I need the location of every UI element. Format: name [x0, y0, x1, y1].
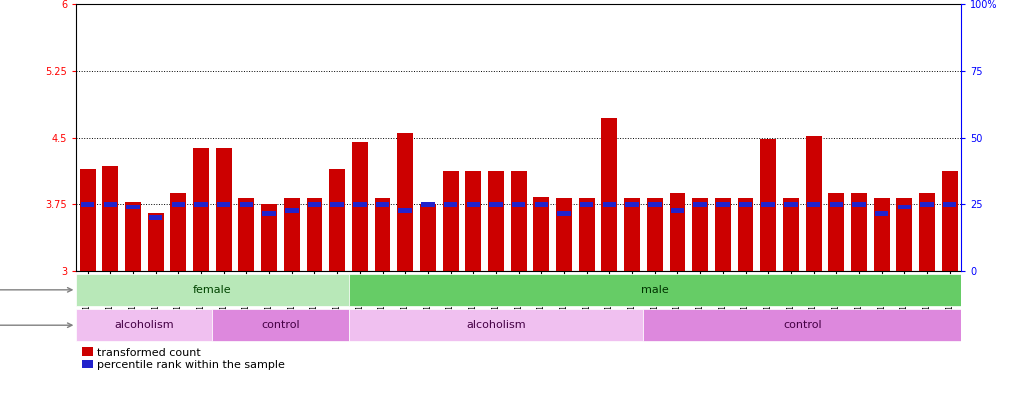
Bar [603, 202, 616, 207]
Bar [81, 202, 95, 207]
Bar [875, 211, 889, 216]
Bar [467, 202, 480, 207]
Bar [466, 171, 481, 271]
Bar [284, 198, 300, 271]
Bar [648, 202, 661, 207]
Bar [308, 202, 321, 207]
Bar [421, 202, 434, 207]
Bar [693, 198, 708, 271]
Bar [103, 166, 118, 271]
Bar [805, 136, 822, 271]
Bar [830, 202, 843, 207]
Bar [376, 202, 390, 207]
Bar [216, 148, 232, 271]
Bar [262, 211, 276, 216]
Bar [306, 198, 322, 271]
Bar [535, 202, 548, 207]
Bar [442, 171, 459, 271]
Bar [556, 198, 572, 271]
Bar [331, 202, 344, 207]
Bar [76, 274, 349, 306]
Bar [238, 198, 254, 271]
Bar [489, 202, 502, 207]
Bar [511, 171, 527, 271]
Bar [349, 274, 961, 306]
Bar [398, 133, 413, 271]
Bar [217, 202, 231, 207]
Bar [738, 202, 753, 207]
Bar [533, 197, 549, 271]
Text: female: female [193, 285, 232, 295]
Bar [919, 193, 935, 271]
Bar [374, 198, 391, 271]
Bar [852, 202, 865, 207]
Bar [352, 142, 368, 271]
Bar [874, 198, 890, 271]
Bar [943, 202, 956, 207]
Bar [420, 204, 436, 271]
Bar [761, 140, 776, 271]
Bar [716, 202, 729, 207]
Bar [784, 202, 797, 207]
Text: male: male [641, 285, 668, 295]
Bar [171, 193, 186, 271]
Bar [147, 213, 164, 271]
Bar [240, 202, 253, 207]
Bar [580, 202, 594, 207]
Bar [783, 198, 799, 271]
Bar [647, 198, 663, 271]
Bar [828, 193, 844, 271]
Text: alcoholism: alcoholism [115, 320, 174, 330]
Bar [79, 169, 96, 271]
Bar [512, 202, 526, 207]
Text: control: control [261, 320, 300, 330]
Bar [671, 208, 684, 213]
Text: control: control [783, 320, 822, 330]
Text: gender: gender [0, 285, 72, 295]
Bar [349, 309, 644, 341]
Bar [193, 148, 210, 271]
Bar [762, 202, 775, 207]
Bar [148, 215, 163, 220]
Bar [172, 202, 185, 207]
Bar [942, 171, 958, 271]
Bar [624, 198, 640, 271]
Bar [126, 204, 139, 209]
Bar [104, 202, 117, 207]
Bar [579, 198, 595, 271]
Bar [76, 309, 213, 341]
Bar [920, 202, 934, 207]
Bar [898, 204, 911, 209]
Bar [353, 202, 366, 207]
Text: disease state: disease state [0, 320, 72, 330]
Bar [330, 169, 345, 271]
Bar [715, 198, 731, 271]
Bar [644, 309, 961, 341]
Bar [896, 198, 912, 271]
Bar [399, 208, 412, 213]
Bar [194, 202, 207, 207]
Bar [806, 202, 821, 207]
Bar [557, 211, 571, 216]
Bar [285, 208, 299, 213]
Text: alcoholism: alcoholism [466, 320, 526, 330]
Bar [737, 198, 754, 271]
Bar [125, 202, 141, 271]
Legend: transformed count, percentile rank within the sample: transformed count, percentile rank withi… [81, 347, 285, 370]
Bar [851, 193, 866, 271]
Bar [213, 309, 349, 341]
Bar [443, 202, 458, 207]
Bar [625, 202, 639, 207]
Bar [694, 202, 707, 207]
Bar [669, 193, 685, 271]
Bar [488, 171, 503, 271]
Bar [261, 204, 277, 271]
Bar [601, 118, 617, 271]
